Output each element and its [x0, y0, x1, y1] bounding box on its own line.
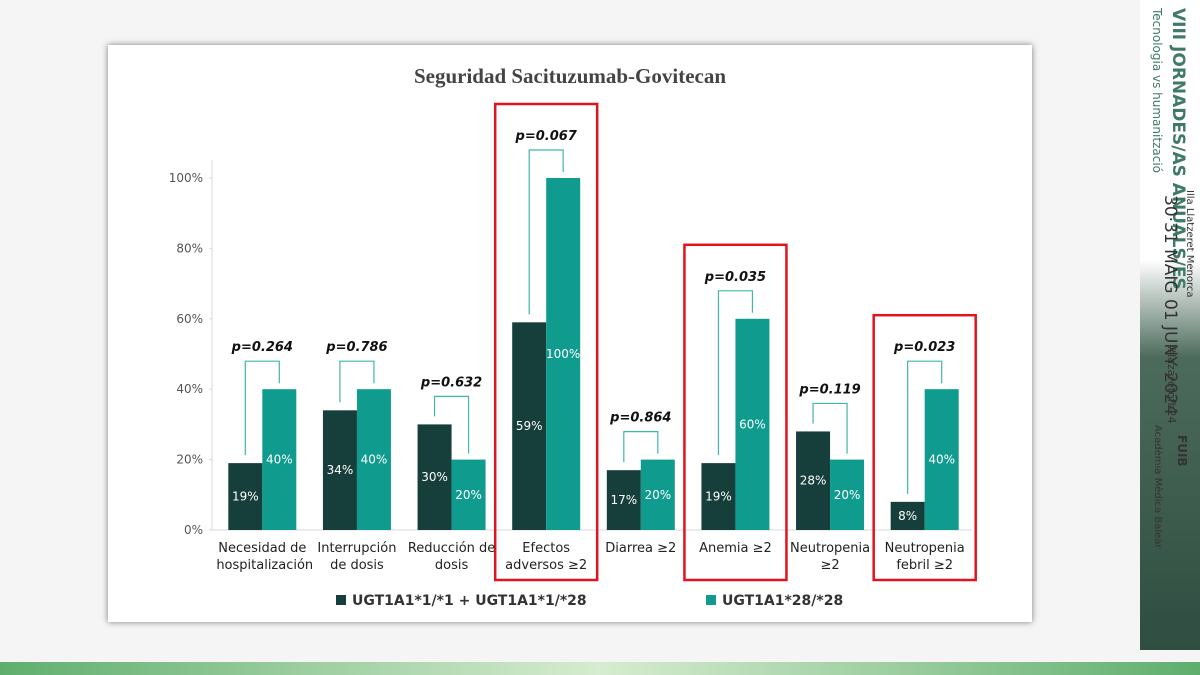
p-bracket — [907, 360, 943, 494]
x-tick-label: Diarrea ≥2 — [605, 541, 677, 556]
value-label: 8% — [898, 509, 917, 523]
p-bracket — [433, 395, 470, 454]
value-label: 40% — [361, 453, 388, 467]
x-tick-label: Efectos adversos ≥2 — [505, 541, 588, 573]
slide: Seguridad Sacituzumab-Govitecan 0% 20% 40%… — [108, 45, 1032, 622]
value-label: 20% — [834, 488, 861, 502]
highlight-box — [872, 313, 977, 582]
bar — [924, 389, 959, 530]
event-title: VIII JORNADES/AS ANUALS/ES — [1168, 8, 1188, 290]
legend-label: UGT1A1*1/*1 + UGT1A1*1/*28 — [352, 593, 587, 609]
p-bracket — [623, 431, 659, 463]
value-label: 59% — [516, 419, 543, 433]
bar — [606, 470, 641, 530]
bar — [890, 501, 925, 530]
p-bracket — [528, 149, 564, 315]
bar — [417, 424, 452, 530]
p-value: p=0.067 — [515, 129, 578, 144]
event-dates: 30·31 MAIG 01 JUNY 2024 — [1160, 195, 1180, 416]
value-label: 20% — [644, 488, 671, 502]
legend-label: UGT1A1*28/*28 — [722, 593, 843, 609]
sponsor: FUIB — [1175, 435, 1189, 467]
bar — [546, 178, 581, 530]
value-label: 30% — [421, 470, 448, 484]
bar — [796, 431, 831, 530]
bar — [322, 410, 357, 530]
value-label: 19% — [705, 490, 732, 504]
academy: Acadèmia Mèdica Balear — [1152, 425, 1163, 549]
p-value: p=0.264 — [231, 340, 293, 355]
value-label: 17% — [610, 493, 637, 507]
value-label: 100% — [546, 347, 580, 361]
bar — [735, 318, 770, 530]
bar — [640, 459, 675, 530]
value-label: 28% — [800, 474, 827, 488]
bar — [262, 389, 297, 530]
y-tick-label: 20% — [176, 453, 203, 467]
x-tick-label: Interrupción de dosis — [317, 541, 397, 573]
p-bracket — [812, 402, 848, 454]
p-value: p=0.632 — [420, 375, 482, 390]
p-bracket — [717, 290, 754, 456]
side-banner: VIII JORNADES/AS ANUALS/ES Tecnologia vs… — [1140, 0, 1200, 650]
y-tick-label: 40% — [176, 382, 203, 396]
p-value: p=0.786 — [325, 340, 387, 355]
bar — [356, 389, 391, 530]
hashtag: #lazaretofh24 — [1165, 345, 1178, 424]
p-value: p=0.864 — [609, 411, 671, 426]
p-bracket — [244, 360, 280, 456]
bar — [228, 463, 263, 530]
chart: Seguridad Sacituzumab-Govitecan 0% 20% 40%… — [169, 64, 977, 609]
legend-swatch — [336, 595, 346, 605]
value-label: 19% — [232, 490, 259, 504]
chart-title: Seguridad Sacituzumab-Govitecan — [414, 64, 726, 88]
bar — [512, 322, 547, 530]
y-tick-label: 100% — [169, 171, 203, 185]
p-value: p=0.119 — [798, 382, 860, 397]
x-tick-label: Necesidad de hospitalización — [216, 541, 314, 573]
event-subtitle: Tecnologia vs humanització — [1150, 8, 1164, 174]
x-tick-label: Neutropenia febril ≥2 — [884, 541, 965, 573]
x-tick-label: Reducción de dosis — [407, 541, 496, 573]
value-label: 40% — [928, 453, 955, 467]
value-label: 20% — [455, 488, 482, 502]
x-tick-label: Anemia ≥2 — [699, 541, 772, 556]
y-tick-label: 60% — [176, 312, 203, 326]
bar — [830, 459, 865, 530]
y-tick-label: 80% — [176, 241, 203, 255]
p-value: p=0.023 — [893, 340, 955, 355]
p-bracket — [339, 360, 375, 403]
value-label: 34% — [327, 463, 354, 477]
value-label: 40% — [266, 453, 293, 467]
y-tick-label: 0% — [184, 523, 203, 537]
bar — [451, 459, 486, 530]
event-place: Illa Llatzeret Menorca — [1184, 190, 1195, 298]
x-tick-label: Neutropenia ≥2 — [789, 541, 871, 573]
highlight-box — [683, 243, 788, 582]
footer-bar — [0, 662, 1200, 675]
bar — [701, 463, 736, 530]
value-label: 60% — [739, 417, 766, 431]
p-value: p=0.035 — [704, 270, 766, 285]
legend-swatch — [706, 595, 716, 605]
highlight-box — [493, 102, 599, 582]
